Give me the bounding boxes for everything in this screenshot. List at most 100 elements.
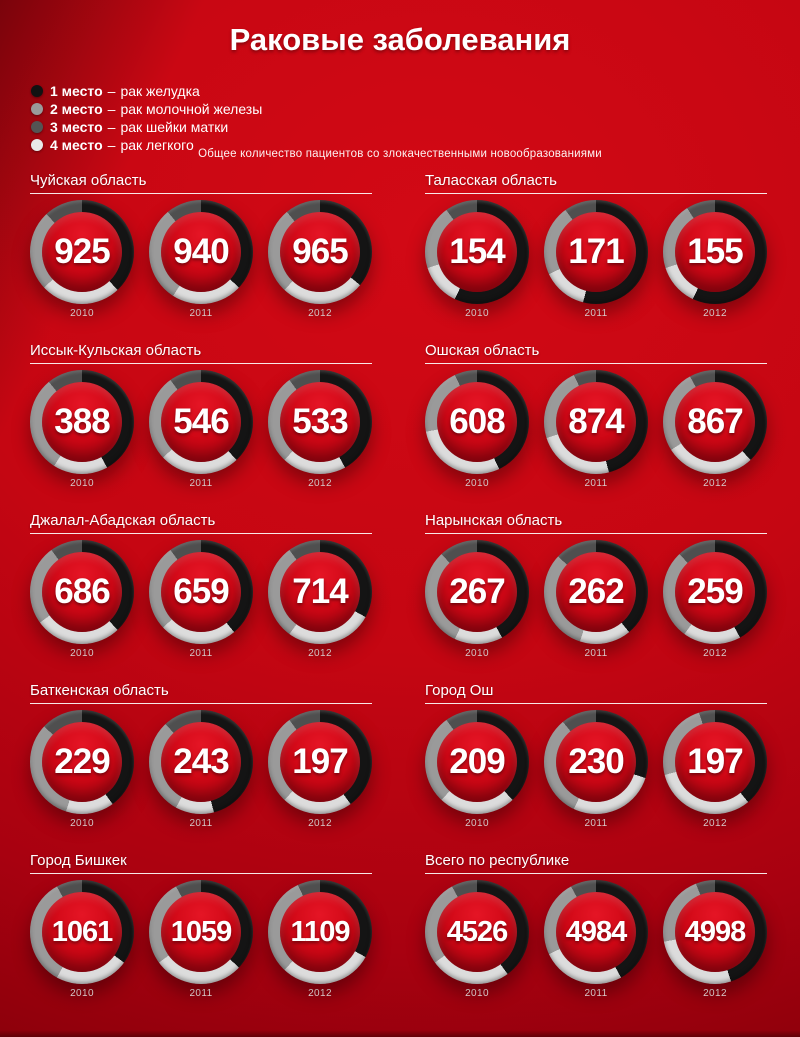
donut-row: 388 2010 546 2011 533 2012 [30, 370, 372, 489]
donut-chart: 867 2012 [663, 370, 767, 489]
donut-year-label: 2012 [308, 988, 332, 999]
donut-ring: 229 [30, 710, 134, 814]
region-section: Таласская область 154 2010 171 2011 155 … [425, 172, 767, 342]
donut-value: 659 [173, 572, 229, 611]
donut-row: 1061 2010 1059 2011 1109 2012 [30, 880, 372, 999]
donut-value: 259 [687, 572, 743, 611]
donut-ring: 714 [268, 540, 372, 644]
donut-year-label: 2011 [189, 308, 213, 319]
donut-center: 1109 [280, 892, 360, 972]
donut-value: 874 [568, 402, 624, 441]
legend-rank: 1 место [50, 83, 103, 99]
donut-chart: 243 2011 [149, 710, 253, 829]
legend-label: рак легкого [120, 137, 194, 153]
region-title: Чуйская область [30, 172, 372, 194]
donut-value: 940 [173, 232, 229, 271]
donut-value: 1061 [51, 915, 114, 948]
donut-center: 259 [675, 552, 755, 632]
donut-value: 1059 [170, 915, 233, 948]
donut-chart: 4998 2012 [663, 880, 767, 999]
donut-value: 154 [449, 232, 505, 271]
legend-rank-dot-icon [31, 85, 43, 97]
donut-chart: 197 2012 [268, 710, 372, 829]
donut-chart: 874 2011 [544, 370, 648, 489]
donut-ring: 659 [149, 540, 253, 644]
donut-chart: 686 2010 [30, 540, 134, 659]
donut-value: 1109 [290, 915, 351, 948]
donut-center: 197 [675, 722, 755, 802]
legend-item: 4 место – рак легкого [31, 136, 262, 154]
donut-center: 267 [437, 552, 517, 632]
legend-rank: 4 место [50, 137, 103, 153]
donut-year-label: 2010 [70, 818, 94, 829]
region-title: Город Бишкек [30, 852, 372, 874]
donut-value: 546 [173, 402, 229, 441]
donut-ring: 4984 [544, 880, 648, 984]
donut-center: 155 [675, 212, 755, 292]
donut-year-label: 2010 [70, 308, 94, 319]
donut-center: 659 [161, 552, 241, 632]
donut-year-label: 2011 [584, 648, 608, 659]
donut-year-label: 2012 [703, 818, 727, 829]
region-section: Город Бишкек 1061 2010 1059 2011 1109 20… [30, 852, 372, 1022]
donut-ring: 533 [268, 370, 372, 474]
legend-rank: 3 место [50, 119, 103, 135]
donut-chart: 925 2010 [30, 200, 134, 319]
donut-value: 171 [568, 232, 624, 271]
region-title: Таласская область [425, 172, 767, 194]
donut-chart: 197 2012 [663, 710, 767, 829]
donut-ring: 1109 [268, 880, 372, 984]
donut-year-label: 2010 [465, 308, 489, 319]
legend-rank: 2 место [50, 101, 103, 117]
donut-year-label: 2012 [308, 648, 332, 659]
donut-ring: 925 [30, 200, 134, 304]
donut-year-label: 2012 [308, 308, 332, 319]
donut-year-label: 2011 [189, 648, 213, 659]
donut-ring: 686 [30, 540, 134, 644]
donut-center: 154 [437, 212, 517, 292]
donut-year-label: 2012 [703, 478, 727, 489]
donut-year-label: 2010 [70, 648, 94, 659]
donut-ring: 608 [425, 370, 529, 474]
donut-chart: 4984 2011 [544, 880, 648, 999]
legend: 1 место – рак желудка 2 место – рак моло… [31, 82, 262, 154]
donut-chart: 4526 2010 [425, 880, 529, 999]
donut-row: 229 2010 243 2011 197 2012 [30, 710, 372, 829]
donut-value: 388 [54, 402, 110, 441]
donut-year-label: 2010 [70, 988, 94, 999]
donut-value: 4998 [684, 915, 747, 948]
donut-chart: 608 2010 [425, 370, 529, 489]
donut-year-label: 2010 [465, 818, 489, 829]
donut-ring: 154 [425, 200, 529, 304]
donut-chart: 388 2010 [30, 370, 134, 489]
page-title: Раковые заболевания [229, 22, 571, 57]
donut-value: 686 [54, 572, 110, 611]
donut-chart: 1059 2011 [149, 880, 253, 999]
donut-center: 867 [675, 382, 755, 462]
subtitle: Общее количество пациентов со злокачеств… [198, 148, 602, 160]
donut-chart: 267 2010 [425, 540, 529, 659]
donut-value: 533 [292, 402, 348, 441]
donut-row: 925 2010 940 2011 965 2012 [30, 200, 372, 319]
donut-chart: 1109 2012 [268, 880, 372, 999]
donut-ring: 155 [663, 200, 767, 304]
donut-ring: 867 [663, 370, 767, 474]
legend-rank-dot-icon [31, 139, 43, 151]
legend-item: 1 место – рак желудка [31, 82, 262, 100]
donut-row: 267 2010 262 2011 259 2012 [425, 540, 767, 659]
donut-ring: 874 [544, 370, 648, 474]
legend-separator: – [107, 137, 116, 153]
donut-value: 209 [449, 742, 505, 781]
donut-value: 867 [687, 402, 743, 441]
region-section: Нарынская область 267 2010 262 2011 259 … [425, 512, 767, 682]
donut-center: 533 [280, 382, 360, 462]
donut-ring: 1059 [149, 880, 253, 984]
donut-year-label: 2011 [584, 818, 608, 829]
region-section: Иссык-Кульская область 388 2010 546 2011… [30, 342, 372, 512]
donut-value: 267 [449, 572, 505, 611]
donut-center: 229 [42, 722, 122, 802]
donut-value: 925 [54, 232, 110, 271]
bottom-shade [0, 1030, 800, 1037]
region-section: Всего по республике 4526 2010 4984 2011 … [425, 852, 767, 1022]
donut-center: 965 [280, 212, 360, 292]
